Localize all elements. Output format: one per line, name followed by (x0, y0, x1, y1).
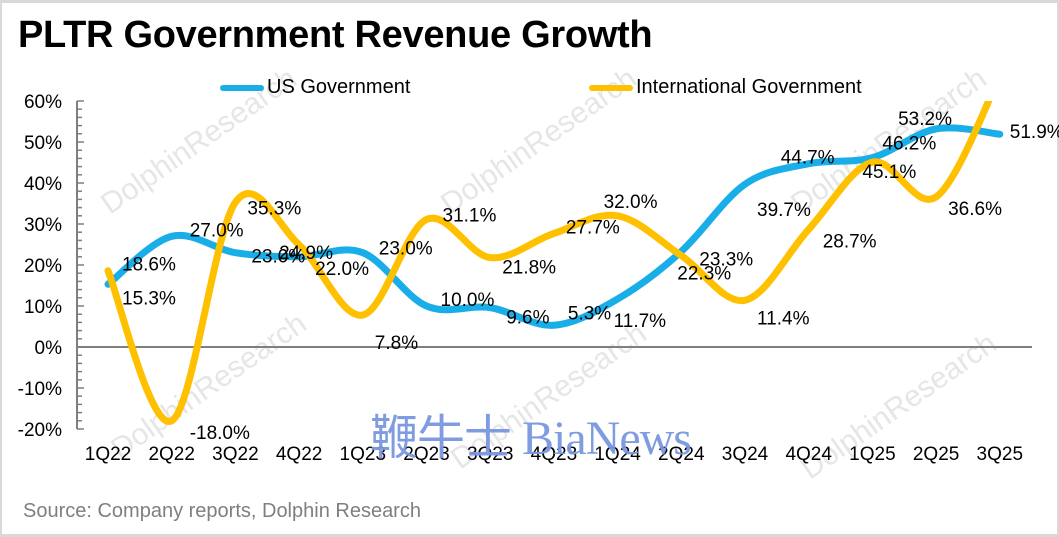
x-tick-label: 3Q24 (722, 444, 769, 465)
y-tick-label: 40% (24, 174, 62, 195)
x-tick-label: 3Q23 (467, 444, 513, 465)
series-line-us-government (104, 124, 1004, 329)
x-tick-label: 2Q24 (658, 444, 705, 465)
x-tick-label: 1Q24 (594, 444, 641, 465)
x-tick-label: 2Q25 (913, 444, 959, 465)
x-tick-label: 4Q24 (785, 444, 832, 465)
data-label: 28.7% (823, 231, 877, 252)
data-label: 46.2% (882, 134, 936, 155)
data-label: 24.9% (279, 243, 333, 264)
y-tick-label: -20% (18, 420, 62, 441)
data-label: 5.3% (568, 303, 611, 324)
legend-item-us-government: US Government (220, 76, 410, 99)
legend-swatch-us-government (220, 84, 264, 91)
data-label: 22.0% (315, 259, 369, 280)
data-label: 22.3% (677, 264, 731, 285)
data-label: 39.7% (757, 200, 811, 221)
data-label: 31.1% (443, 205, 497, 226)
data-label: 45.1% (862, 162, 916, 183)
brand-watermark: 鞭牛士 BiaNews (370, 412, 692, 465)
y-tick-label: 0% (35, 338, 63, 359)
data-label: -18.0% (190, 423, 250, 444)
x-tick-label: 3Q25 (977, 444, 1023, 465)
data-label: 21.8% (502, 258, 556, 279)
data-label: 11.7% (614, 311, 667, 332)
data-label: 36.6% (948, 199, 1002, 220)
y-tick-label: 20% (24, 256, 62, 277)
x-tick-label: 3Q22 (212, 444, 258, 465)
data-label: 23.0% (251, 247, 305, 268)
legend-label: International Government (636, 76, 862, 98)
x-tick-label: 1Q22 (85, 444, 131, 465)
data-label: 15.3% (122, 288, 176, 309)
y-tick-label: 30% (24, 215, 62, 236)
legend-item-international-government: International Government (589, 76, 862, 99)
data-label: 27.0% (190, 220, 244, 241)
x-tick-label: 4Q22 (276, 444, 322, 465)
data-label: 10.0% (441, 290, 495, 311)
source-note: Source: Company reports, Dolphin Researc… (23, 500, 421, 522)
x-tick-label: 1Q23 (340, 444, 386, 465)
y-tick-label: 10% (24, 297, 62, 318)
data-label: 51.9% (1010, 122, 1059, 143)
data-label: 18.6% (122, 255, 176, 276)
chart-title: PLTR Government Revenue Growth (18, 14, 653, 56)
y-tick-label: -10% (18, 379, 62, 400)
data-label: 44.7% (781, 148, 835, 169)
legend-label: US Government (267, 76, 411, 98)
data-label: 27.7% (566, 217, 620, 238)
data-label: 23.3% (699, 249, 753, 270)
data-label: 9.6% (506, 308, 549, 329)
data-label: 35.3% (247, 198, 301, 219)
data-label: 7.8% (375, 333, 418, 354)
data-label: 53.2% (898, 109, 952, 130)
data-label: 32.0% (604, 192, 658, 213)
x-tick-label: 1Q25 (849, 444, 895, 465)
series-lines (104, 101, 1004, 425)
legend-swatch-international-government (589, 84, 633, 91)
data-label: 11.4% (757, 308, 810, 329)
axes: -20% -10% 0% 10% 20% 30% 40% 50% 60% 1Q22 2Q22 3Q22… (18, 92, 1032, 465)
y-tick-label: 50% (24, 133, 62, 154)
x-tick-label: 4Q23 (531, 444, 577, 465)
data-labels: 15.3%27.0%23.0%22.0%23.0%10.0%9.6% 5.3% 11… (122, 109, 1059, 444)
x-tick-label: 2Q22 (148, 444, 194, 465)
y-tick-label: 60% (24, 92, 62, 113)
chart-frame (2, 3, 1057, 534)
data-label: 23.0% (379, 239, 433, 260)
series-line-international-government (104, 101, 993, 425)
x-tick-label: 2Q23 (403, 444, 449, 465)
